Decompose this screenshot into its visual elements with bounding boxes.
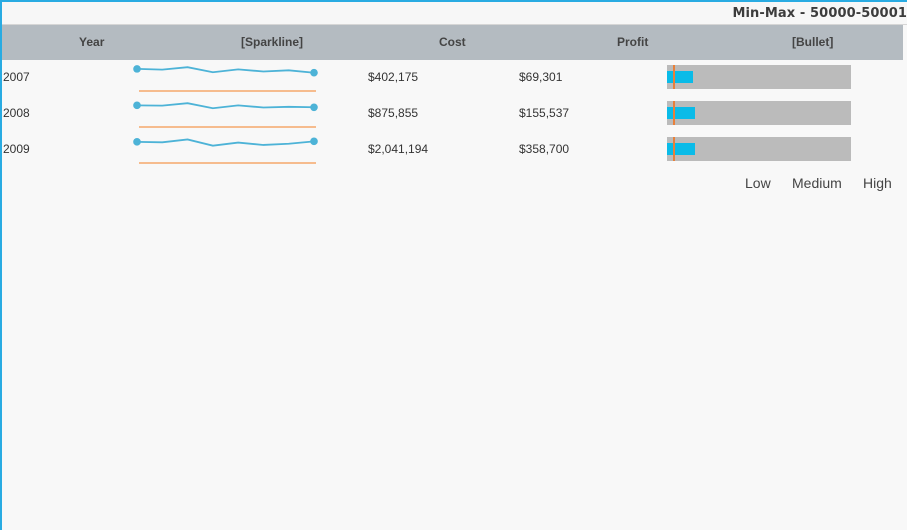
bullet-bar [667, 143, 695, 155]
cost-cell: $875,855 [368, 106, 419, 120]
bullet-range [667, 137, 851, 161]
profit-cell: $69,301 [519, 70, 563, 84]
bullet-range [667, 65, 851, 89]
table-row: 2007 $402,175 $69,301 [2, 60, 903, 96]
profit-cell: $155,537 [519, 106, 570, 120]
column-header-cost[interactable]: Cost [439, 35, 466, 49]
sparkline-end-point [310, 68, 318, 77]
sparkline-chart [133, 137, 318, 164]
title-bar: Min-Max - 50000-50001 [2, 2, 907, 25]
bullet-bar [667, 71, 693, 83]
bullet-target-marker [673, 101, 675, 125]
bullet-range [667, 101, 851, 125]
bullet-target-marker [673, 137, 675, 161]
sparkline-line [136, 138, 315, 147]
legend-medium: Medium [792, 175, 842, 191]
column-header-profit[interactable]: Profit [617, 35, 649, 49]
sparkline-chart [133, 101, 318, 128]
sparkline-end-point [310, 137, 318, 146]
column-header-bullet[interactable]: [Bullet] [792, 35, 834, 49]
column-header-year[interactable]: Year [79, 35, 105, 49]
legend-low: Low [745, 175, 771, 191]
table-header: Year [Sparkline] Cost Profit [Bullet] [2, 25, 903, 60]
table-row: 2008 $875,855 $155,537 [2, 96, 903, 132]
cost-cell: $402,175 [368, 70, 419, 84]
sparkline-start-point [133, 138, 141, 146]
year-cell: 2009 [3, 142, 30, 156]
sparkline-line [136, 66, 315, 74]
sparkline-line [136, 102, 315, 110]
profit-cell: $358,700 [519, 142, 570, 156]
sparkline-end-point [310, 103, 318, 112]
legend-high: High [863, 175, 892, 191]
report-title: Min-Max - 50000-50001 [732, 6, 907, 21]
bullet-target-marker [673, 65, 675, 89]
sparkline-start-point [133, 101, 141, 110]
table-row: 2009 $2,041,194 $358,700 [2, 132, 903, 168]
bullet-bar [667, 107, 695, 119]
year-cell: 2008 [3, 106, 30, 120]
column-header-sparkline[interactable]: [Sparkline] [241, 35, 304, 49]
year-cell: 2007 [3, 70, 30, 84]
sparkline-chart [133, 65, 318, 92]
sparkline-start-point [133, 65, 141, 73]
cost-cell: $2,041,194 [368, 142, 429, 156]
